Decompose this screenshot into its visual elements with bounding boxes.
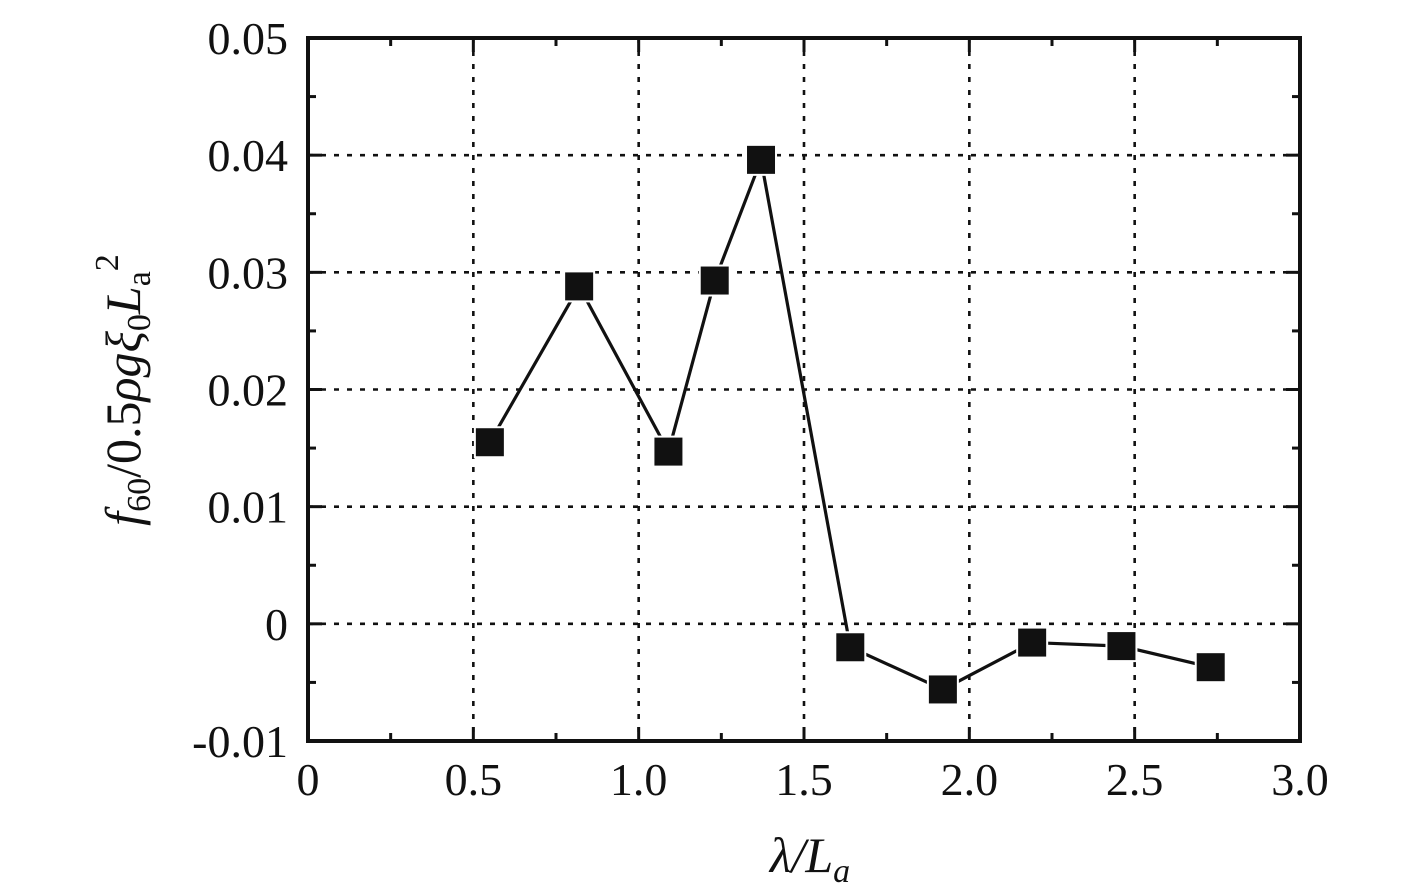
series-line-path: [488, 153, 1212, 692]
x-tick-label: 0: [297, 754, 320, 805]
y-tick-label: 0: [265, 599, 288, 650]
data-point-marker: [698, 264, 731, 297]
plot-frame: [306, 36, 1302, 743]
data-point-marker: [473, 426, 506, 459]
y-tick-label: 0.03: [208, 247, 289, 298]
x-tick-label: 0.5: [445, 754, 503, 805]
data-point-marker: [563, 270, 596, 303]
y-tick-label: -0.01: [192, 716, 288, 767]
y-tick-labels: -0.01 0 0.01 0.02 0.03 0.04 0.05: [192, 13, 288, 767]
series-line: [488, 153, 1212, 692]
y-tick-label: 0.05: [208, 13, 289, 64]
y-tick-label: 0.04: [208, 130, 289, 181]
x-tick-labels: 0 0.5 1.0 1.5 2.0 2.5 3.0: [297, 754, 1329, 805]
data-point-marker: [926, 673, 959, 706]
y-tick-label: 0.02: [208, 365, 289, 416]
x-tick-label: 1.5: [775, 754, 833, 805]
x-tick-label: 2.0: [941, 754, 999, 805]
y-axis-label: f60/0.5ρgξ0La2: [89, 254, 158, 526]
x-tick-label: 1.0: [610, 754, 668, 805]
x-tick-label: 2.5: [1106, 754, 1164, 805]
data-point-marker: [1105, 630, 1138, 663]
data-point-marker: [745, 143, 778, 176]
data-point-marker: [1194, 651, 1227, 684]
series-markers: [473, 143, 1227, 706]
x-axis-label: λ/La: [768, 827, 850, 890]
x-tick-label: 3.0: [1271, 754, 1329, 805]
data-point-marker: [652, 435, 685, 468]
data-point-marker: [1016, 626, 1049, 659]
y-tick-label: 0.01: [208, 482, 289, 533]
data-point-marker: [834, 631, 867, 664]
